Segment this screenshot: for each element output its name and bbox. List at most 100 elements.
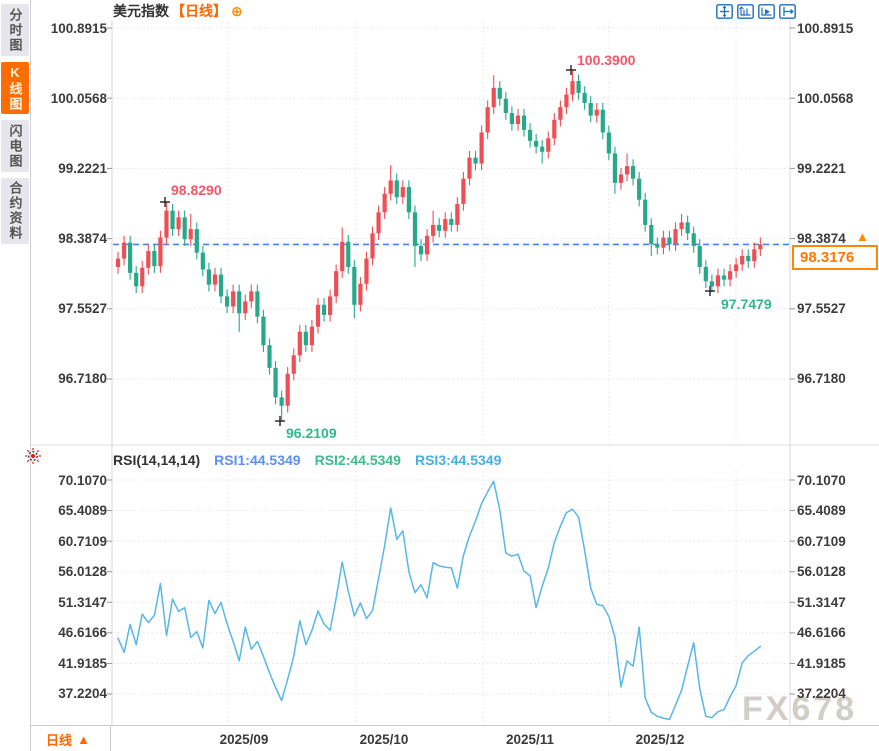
candle-body bbox=[249, 291, 254, 302]
candle-body bbox=[255, 291, 260, 317]
candle-body bbox=[152, 250, 157, 267]
rsi-axis-label-left: 41.9185 bbox=[58, 656, 107, 671]
annotation-global-high: 100.3900 bbox=[577, 52, 636, 68]
price-axis-label-left: 100.0568 bbox=[50, 91, 107, 106]
candle-body bbox=[231, 291, 236, 307]
candle-body bbox=[600, 109, 605, 133]
rsi1-value: RSI1:44.5349 bbox=[214, 452, 301, 468]
sidebar-tab-3[interactable]: 闪电图 bbox=[1, 120, 29, 172]
watermark: FX678 bbox=[742, 690, 858, 728]
rsi-axis-label-left: 37.2204 bbox=[58, 686, 107, 701]
price-axis-label-left: 96.7180 bbox=[58, 371, 107, 386]
rsi-axis-label-left: 65.4089 bbox=[58, 503, 107, 518]
add-indicator-icon[interactable]: ⊕ bbox=[231, 2, 243, 19]
date-axis-label: 2025/09 bbox=[219, 732, 269, 747]
candle-body bbox=[146, 250, 151, 268]
title-bar: 美元指数 【日线】 ⊕ bbox=[113, 1, 243, 21]
indicator-sun-icon[interactable] bbox=[24, 447, 42, 465]
price-axis-label-right: 97.5527 bbox=[797, 301, 846, 316]
price-axis-label-left: 100.8915 bbox=[50, 21, 107, 36]
candle-body bbox=[309, 326, 315, 346]
candle-body bbox=[637, 178, 642, 200]
candle-body bbox=[358, 283, 363, 305]
pan-right-icon[interactable] bbox=[779, 4, 796, 19]
price-marker-arrow-icon: ▲ bbox=[856, 229, 869, 244]
candle-body bbox=[303, 331, 308, 346]
candle-body bbox=[606, 132, 611, 154]
price-axis-label-left: 97.5527 bbox=[58, 301, 107, 316]
candle-body bbox=[418, 245, 424, 255]
candle-body bbox=[182, 217, 187, 240]
candle-body bbox=[340, 241, 345, 272]
candle-body bbox=[206, 269, 211, 285]
candle-body bbox=[679, 222, 684, 230]
candles-group bbox=[115, 70, 763, 422]
candle-body bbox=[437, 224, 442, 231]
rsi-title: RSI(14,14,14) bbox=[113, 452, 201, 468]
candle-body bbox=[461, 178, 466, 204]
rsi-axis-label-right: 70.1070 bbox=[797, 473, 846, 488]
candle-body bbox=[534, 140, 539, 147]
candle-body bbox=[449, 219, 454, 225]
annotation-local-high: 98.8290 bbox=[171, 182, 222, 198]
candle-body bbox=[661, 237, 666, 248]
candle-body bbox=[315, 304, 321, 327]
candle-body bbox=[328, 296, 333, 315]
rsi-axis-label-left: 70.1070 bbox=[58, 473, 107, 488]
rsi-axis-label-right: 46.6166 bbox=[797, 625, 846, 640]
candle-body bbox=[582, 92, 587, 103]
annotation-recent-low: 97.7479 bbox=[721, 296, 772, 312]
candle-body bbox=[734, 264, 739, 272]
candle-body bbox=[194, 229, 199, 253]
candle-body bbox=[128, 242, 133, 273]
rsi-header: RSI(14,14,14) RSI1:44.5349 RSI2:44.5349 … bbox=[113, 450, 501, 470]
rsi-axis-label-left: 51.3147 bbox=[58, 595, 107, 610]
sidebar-tab-4[interactable]: 合约资料 bbox=[1, 178, 29, 244]
candle-body bbox=[540, 146, 545, 152]
rsi-axis-label-right: 37.2204 bbox=[797, 686, 846, 701]
axis-scale-left-icon[interactable] bbox=[737, 4, 754, 19]
candle-body bbox=[546, 138, 551, 152]
candle-body bbox=[588, 102, 593, 116]
candle-body bbox=[424, 235, 430, 255]
candle-body bbox=[285, 373, 290, 406]
candle-body bbox=[400, 187, 405, 198]
candle-body bbox=[485, 107, 490, 133]
sidebar-tab-1[interactable]: 分时图 bbox=[1, 4, 29, 56]
bottom-axis-bar: 日线 ▲ 2025/09 2025/10 2025/11 2025/12 bbox=[0, 725, 879, 751]
axis-play-icon[interactable] bbox=[758, 4, 775, 19]
candle-body bbox=[455, 203, 460, 225]
period-label: 日线 bbox=[46, 732, 73, 748]
rsi-axis-label-right: 56.0128 bbox=[797, 564, 846, 579]
candle-body bbox=[631, 166, 636, 179]
candle-body bbox=[564, 94, 569, 108]
candle-body bbox=[376, 212, 381, 234]
price-axis-label-left: 98.3874 bbox=[58, 231, 107, 246]
candle-body bbox=[491, 87, 496, 108]
candle-body bbox=[382, 193, 387, 213]
period-arrow-icon: ▲ bbox=[77, 731, 90, 747]
rsi3-value: RSI3:44.5349 bbox=[414, 452, 502, 468]
price-axis-label-right: 99.2221 bbox=[797, 161, 846, 176]
candle-body bbox=[394, 180, 399, 198]
crosshair-move-icon[interactable] bbox=[716, 4, 733, 19]
date-axis-label: 2025/11 bbox=[505, 732, 555, 747]
candle-body bbox=[643, 199, 648, 225]
price-axis-label-left: 99.2221 bbox=[58, 161, 107, 176]
candle-body bbox=[697, 245, 702, 267]
candle-body bbox=[176, 217, 181, 230]
candle-body bbox=[406, 187, 411, 213]
candle-body bbox=[388, 180, 393, 194]
price-axis-label-right: 98.3874 bbox=[797, 231, 846, 246]
candle-body bbox=[752, 249, 757, 262]
candle-body bbox=[673, 229, 678, 245]
candle-body bbox=[570, 81, 575, 95]
sidebar-tab-2[interactable]: K线图 bbox=[1, 62, 29, 114]
candle-body bbox=[758, 244, 763, 250]
candle-body bbox=[552, 119, 557, 139]
period-selector-button[interactable]: 日线 ▲ bbox=[25, 726, 111, 751]
candle-body bbox=[370, 233, 375, 259]
candle-body bbox=[346, 241, 351, 267]
